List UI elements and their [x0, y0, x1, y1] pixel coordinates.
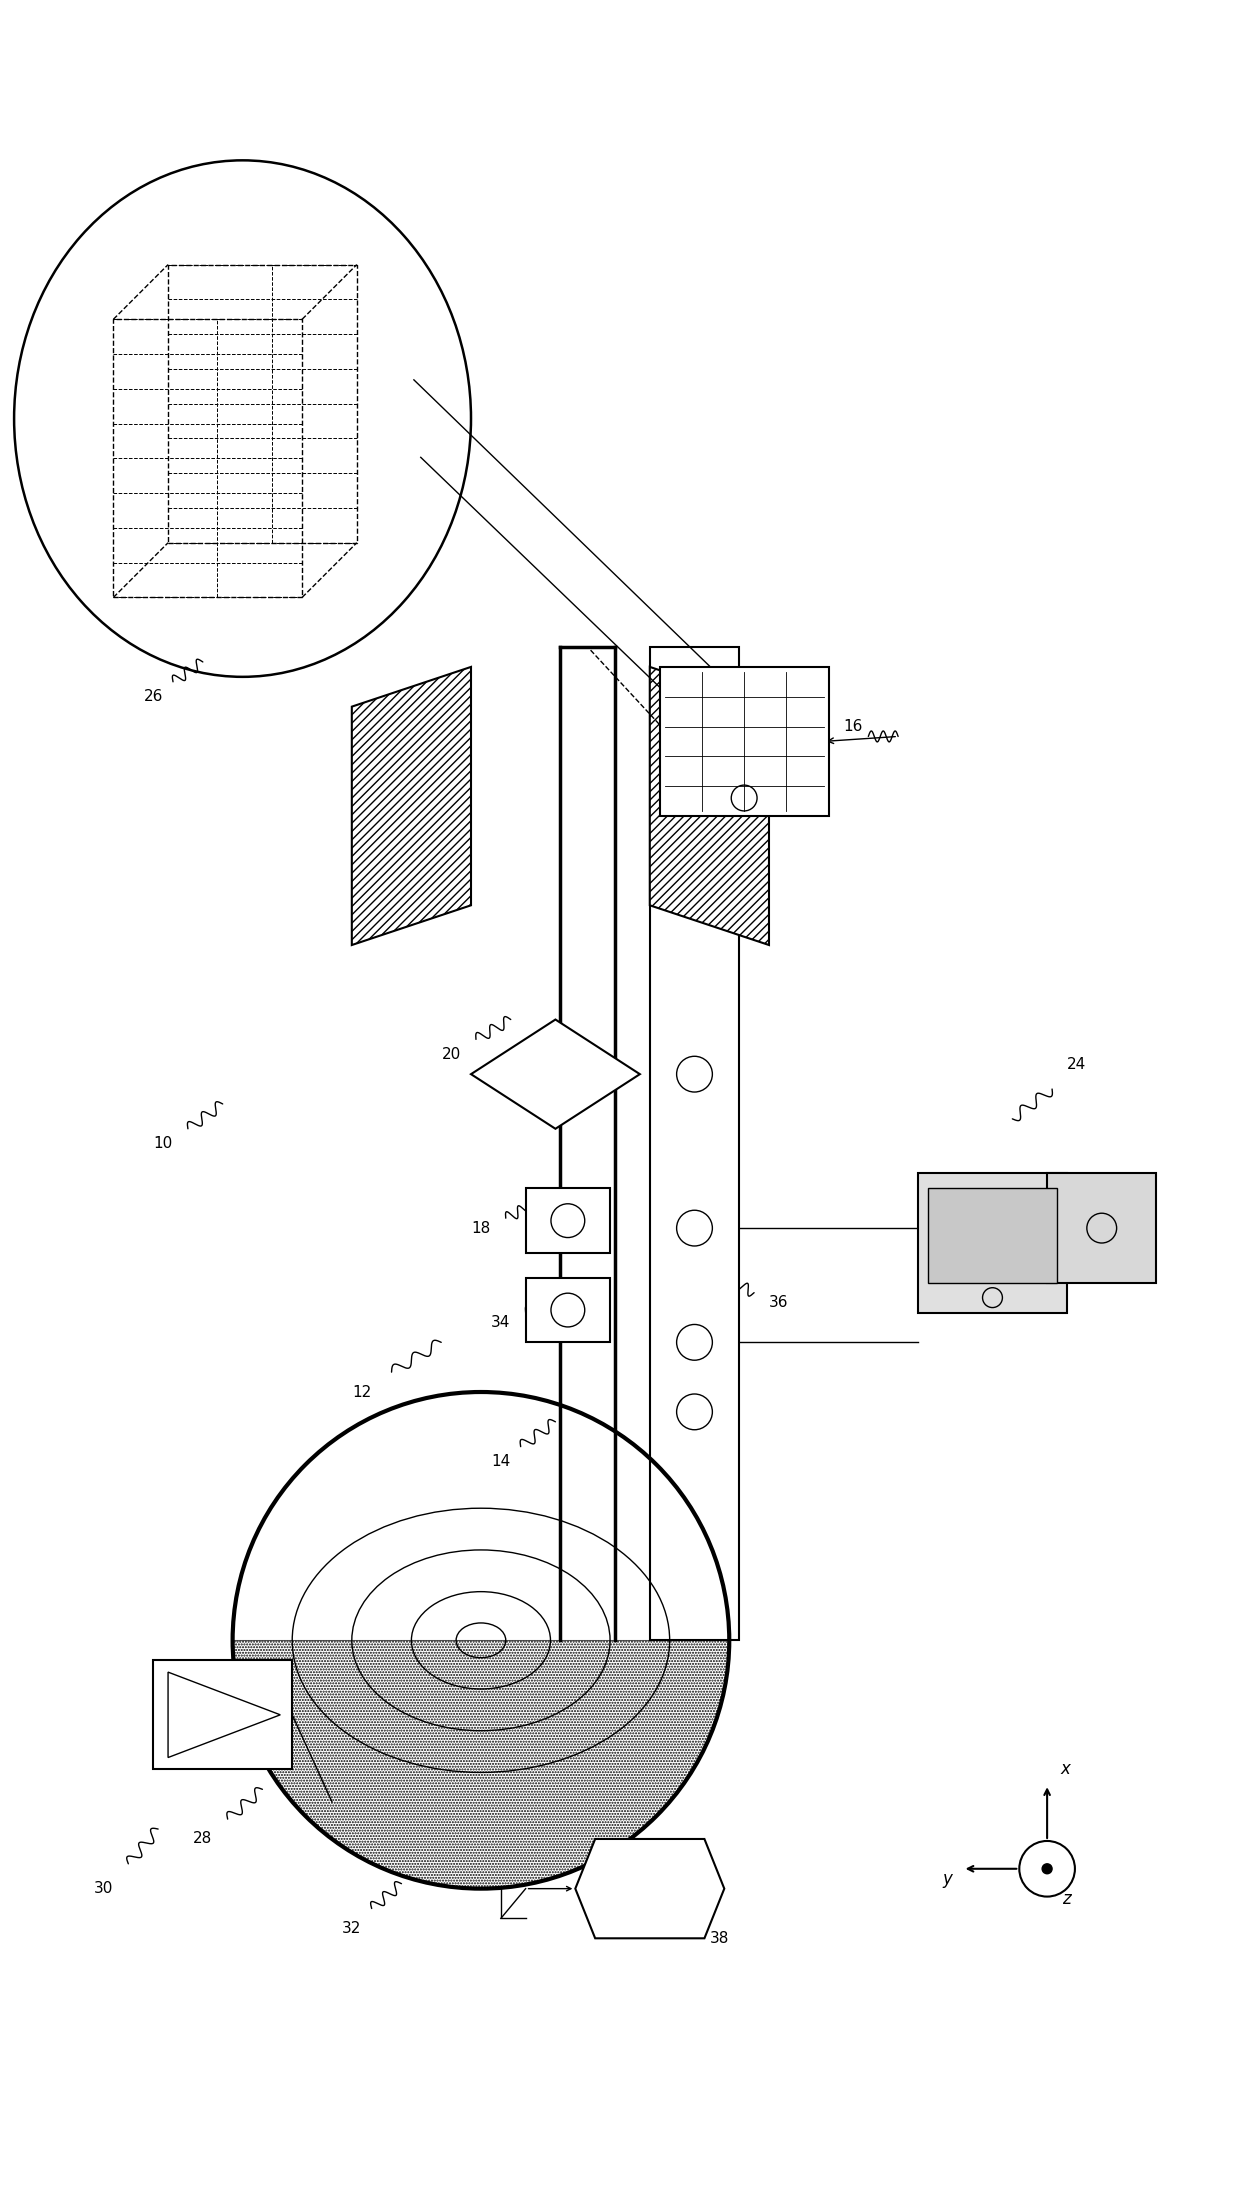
Text: 30: 30 — [94, 1880, 113, 1896]
Text: 10: 10 — [154, 1136, 172, 1152]
Text: 26: 26 — [144, 689, 162, 704]
FancyBboxPatch shape — [526, 1277, 610, 1343]
Text: 14: 14 — [491, 1455, 511, 1470]
Text: 38: 38 — [709, 1931, 729, 1946]
Polygon shape — [650, 667, 769, 946]
FancyBboxPatch shape — [526, 1189, 610, 1253]
Text: 28: 28 — [193, 1832, 212, 1847]
FancyBboxPatch shape — [650, 647, 739, 1641]
Polygon shape — [575, 1839, 724, 1937]
Text: 24: 24 — [1068, 1058, 1086, 1071]
Text: 22: 22 — [392, 889, 412, 904]
FancyBboxPatch shape — [154, 1661, 293, 1768]
Text: Ref. sig.: Ref. sig. — [626, 1882, 673, 1896]
Text: x: x — [1060, 1760, 1070, 1779]
Text: 20: 20 — [441, 1047, 461, 1062]
Polygon shape — [471, 1020, 640, 1128]
Text: 32: 32 — [342, 1922, 362, 1935]
Circle shape — [1042, 1865, 1052, 1874]
Text: 36: 36 — [769, 1294, 789, 1310]
Text: 16: 16 — [843, 720, 863, 735]
Text: z: z — [1061, 1889, 1071, 1907]
Text: 34: 34 — [491, 1314, 511, 1330]
Text: 18: 18 — [471, 1220, 491, 1235]
Text: y: y — [942, 1869, 952, 1887]
Text: 12: 12 — [352, 1384, 371, 1400]
FancyBboxPatch shape — [660, 667, 828, 816]
FancyBboxPatch shape — [928, 1189, 1056, 1283]
FancyBboxPatch shape — [918, 1174, 1066, 1312]
FancyBboxPatch shape — [1047, 1174, 1157, 1283]
Polygon shape — [352, 667, 471, 946]
